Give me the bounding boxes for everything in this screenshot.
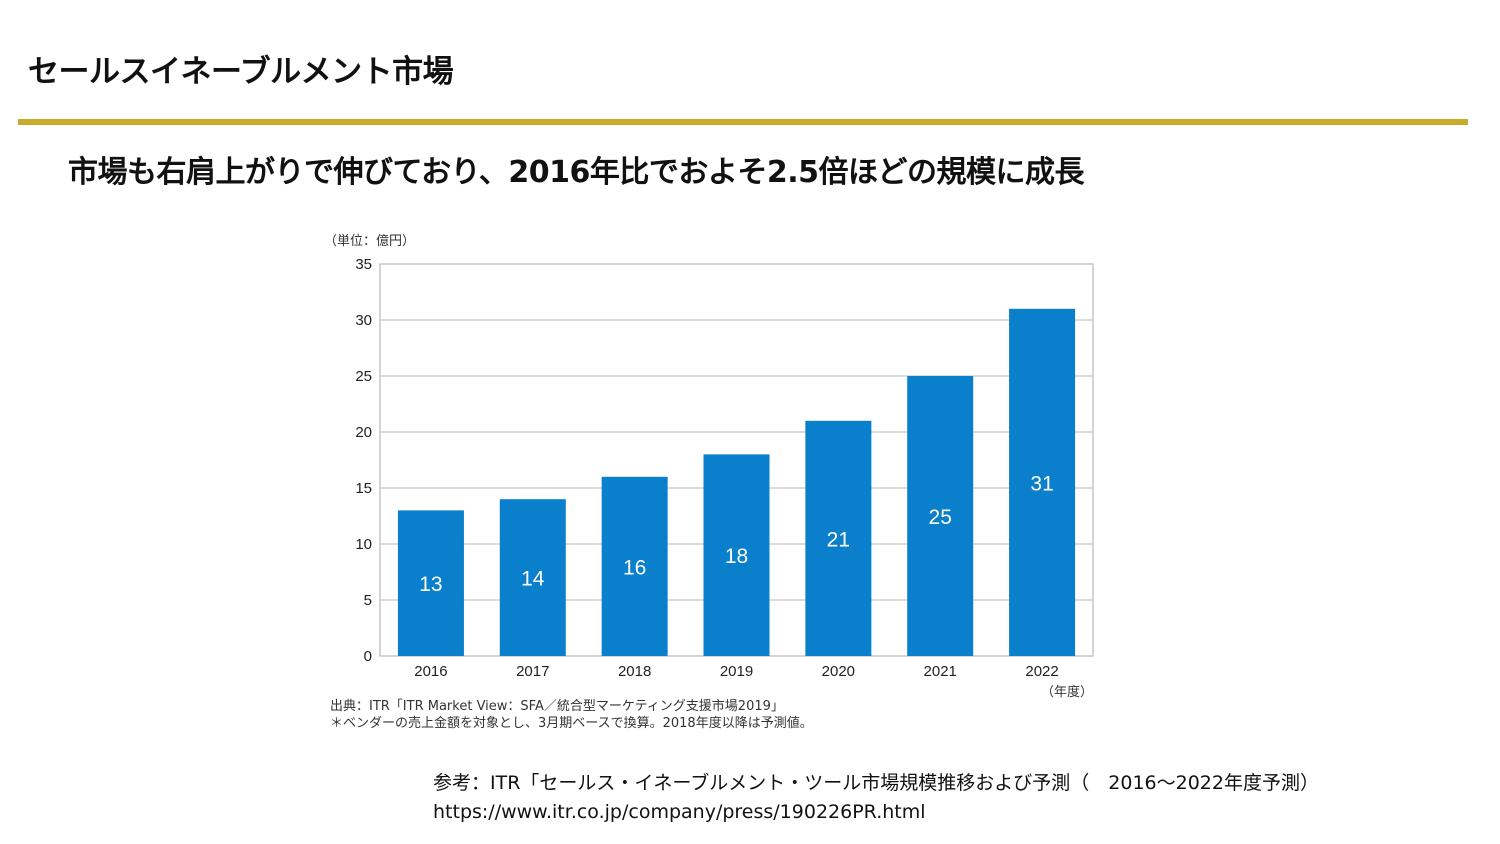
y-tick-label: 10 bbox=[355, 536, 372, 553]
bar bbox=[703, 454, 770, 656]
x-tick-label: 2017 bbox=[516, 663, 549, 680]
y-tick-label: 5 bbox=[364, 592, 372, 609]
slide-title: セールスイネーブルメント市場 bbox=[28, 54, 454, 90]
reference-citation: 参考：ITR「セールス・イネーブルメント・ツール市場規模推移および予測（ 201… bbox=[433, 772, 1319, 794]
y-tick-label: 30 bbox=[355, 312, 372, 329]
bar bbox=[499, 499, 566, 656]
bar-value-label: 14 bbox=[521, 568, 545, 591]
y-tick-label: 20 bbox=[355, 424, 372, 441]
y-tick-label: 35 bbox=[355, 256, 372, 273]
bar-value-label: 31 bbox=[1030, 472, 1053, 495]
bar-value-label: 21 bbox=[827, 528, 850, 551]
x-tick-label: 2019 bbox=[720, 663, 753, 680]
bar bbox=[601, 476, 668, 656]
x-tick-label: 2022 bbox=[1025, 663, 1058, 680]
y-tick-label: 25 bbox=[355, 368, 372, 385]
bar bbox=[805, 420, 872, 656]
bar-value-label: 16 bbox=[623, 556, 646, 579]
market-size-chart: 0 5 10 15 20 25 30 35 13 2016 14 2017 16 2018 18 2019 21… bbox=[318, 222, 1106, 742]
bar bbox=[397, 510, 464, 656]
bar bbox=[1009, 308, 1076, 656]
bar-value-label: 18 bbox=[725, 545, 748, 568]
chart-source-note: 出典：ITR「ITR Market View：SFA／統合型マーケティング支援市… bbox=[330, 698, 784, 714]
bar-value-label: 13 bbox=[419, 573, 442, 596]
bar-chart-svg: 0 5 10 15 20 25 30 35 13 2016 14 2017 16 2018 18 2019 21… bbox=[324, 233, 1094, 731]
y-tick-label: 15 bbox=[355, 480, 372, 497]
x-axis-label: （年度） bbox=[1041, 684, 1093, 700]
bar-value-label: 25 bbox=[929, 506, 952, 529]
chart-footnote: ＊ベンダーの売上金額を対象とし、3月期ベースで換算。2018年度以降は予測値。 bbox=[330, 715, 813, 731]
x-tick-label: 2020 bbox=[822, 663, 855, 680]
x-tick-label: 2021 bbox=[924, 663, 957, 680]
reference-block: 参考：ITR「セールス・イネーブルメント・ツール市場規模推移および予測（ 201… bbox=[433, 769, 1319, 827]
slide-subtitle: 市場も右肩上がりで伸びており、2016年比でおよそ2.5倍ほどの規模に成長 bbox=[68, 155, 1085, 190]
x-tick-label: 2016 bbox=[414, 663, 447, 680]
reference-url[interactable]: https://www.itr.co.jp/company/press/1902… bbox=[433, 801, 926, 823]
bar bbox=[907, 376, 974, 656]
title-divider bbox=[18, 119, 1468, 125]
x-tick-label: 2018 bbox=[618, 663, 651, 680]
y-tick-label: 0 bbox=[364, 648, 372, 665]
y-unit-label: （単位：億円） bbox=[324, 233, 415, 249]
